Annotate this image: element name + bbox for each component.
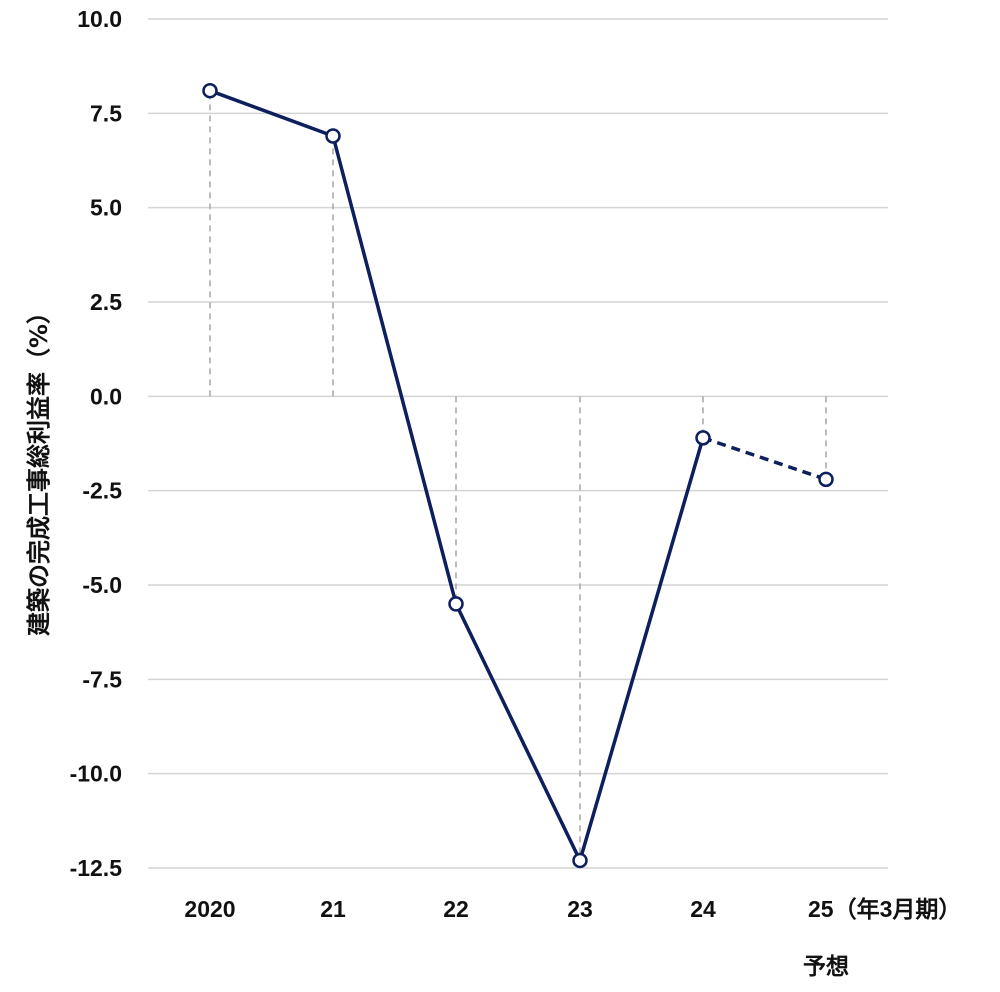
y-axis-label: 建築の完成工事総利益率（%） — [25, 300, 53, 636]
y-tick-label: 0.0 — [90, 383, 122, 409]
series-line — [209, 89, 827, 863]
y-tick-label: -10.0 — [70, 761, 122, 787]
data-points — [202, 82, 834, 869]
y-tick-label: 5.0 — [90, 195, 122, 221]
y-tick-label: 7.5 — [90, 100, 122, 126]
y-tick-label: 2.5 — [90, 289, 122, 315]
data-point — [572, 852, 588, 869]
data-point — [202, 82, 218, 99]
y-tick-label: -12.5 — [70, 855, 123, 881]
gridlines — [148, 18, 888, 869]
data-point — [448, 596, 464, 612]
x-tick-label: 23 — [567, 896, 593, 922]
y-tick-label: 10.0 — [77, 6, 122, 32]
x-tick-label: 21 — [320, 896, 346, 922]
y-tick-label: -5.0 — [82, 572, 122, 598]
y-tick-label: -7.5 — [82, 666, 122, 692]
y-tick-label: -2.5 — [82, 478, 122, 504]
x-tick-label: 2020 — [184, 896, 235, 922]
data-point — [818, 471, 834, 488]
x-tick-labels: 予想 2020 21 22 23 24 25（年3月期） — [184, 896, 961, 979]
data-point — [325, 128, 341, 144]
data-point — [695, 430, 711, 446]
x-tick-label: 25（年3月期） — [808, 896, 961, 922]
drop-lines — [209, 90, 827, 861]
x-axis-unit: （年3月期） — [834, 896, 962, 922]
y-tick-labels: 10.0 7.5 5.0 2.5 0.0 -2.5 -5.0 -7.5 -10.0 -12.5 — [70, 6, 123, 881]
x-tick-label: 24 — [690, 896, 716, 922]
forecast-label: 予想 — [803, 953, 849, 979]
series-line-forecast — [702, 436, 827, 482]
x-tick-label: 22 — [443, 896, 469, 922]
